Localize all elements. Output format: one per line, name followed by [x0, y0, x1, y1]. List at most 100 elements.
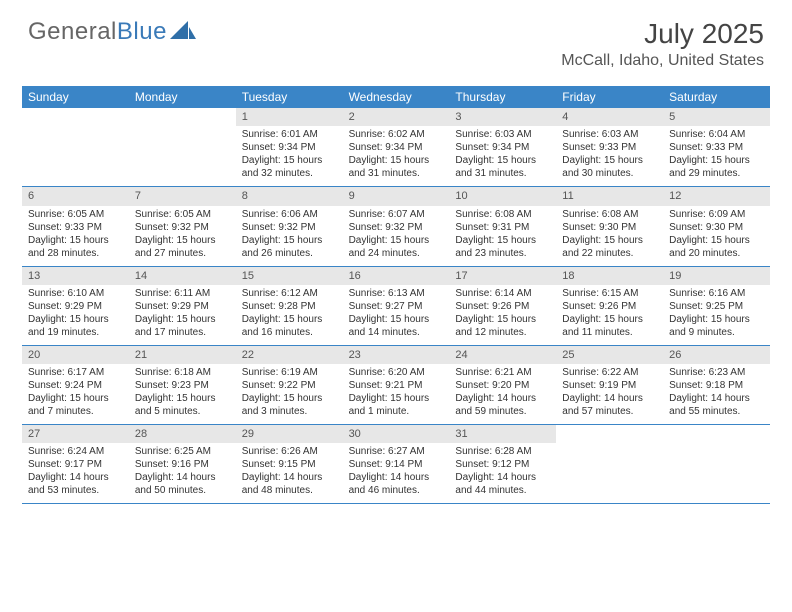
day-cell: 13 Sunrise: 6:10 AMSunset: 9:29 PMDayligh… [22, 267, 129, 345]
day-info: Sunrise: 6:28 AMSunset: 9:12 PMDaylight:… [449, 445, 556, 497]
daylight-text: Daylight: 15 hours and 22 minutes. [562, 234, 659, 260]
sunset-text: Sunset: 9:25 PM [669, 300, 766, 313]
day-cell: 25Sunrise: 6:22 AMSunset: 9:19 PMDayligh… [556, 346, 663, 424]
week-row: 20Sunrise: 6:17 AMSunset: 9:24 PMDayligh… [22, 346, 770, 425]
day-info: Sunrise: 6:24 AMSunset: 9:17 PMDaylight:… [22, 445, 129, 497]
date-number: 17 [449, 267, 556, 285]
dayname-cell: Saturday [663, 86, 770, 108]
day-info: Sunrise: 6:04 AMSunset: 9:33 PMDaylight:… [663, 128, 770, 180]
daylight-text: Daylight: 15 hours and 19 minutes. [28, 313, 125, 339]
daylight-text: Daylight: 15 hours and 32 minutes. [242, 154, 339, 180]
date-number: 19 [663, 267, 770, 285]
day-info: Sunrise: 6:06 AMSunset: 9:32 PMDaylight:… [236, 208, 343, 260]
day-cell: 27 Sunrise: 6:24 AMSunset: 9:17 PMDayligh… [22, 425, 129, 503]
brand-logo: GeneralBlue [28, 18, 196, 46]
day-info: Sunrise: 6:16 AMSunset: 9:25 PMDaylight:… [663, 287, 770, 339]
sunrise-text: Sunrise: 6:03 AM [562, 128, 659, 141]
day-info: Sunrise: 6:05 AMSunset: 9:32 PMDaylight:… [129, 208, 236, 260]
sunrise-text: Sunrise: 6:24 AM [28, 445, 125, 458]
date-number: 31 [449, 425, 556, 443]
daylight-text: Daylight: 15 hours and 16 minutes. [242, 313, 339, 339]
location-text: McCall, Idaho, United States [561, 52, 764, 70]
sunrise-text: Sunrise: 6:16 AM [669, 287, 766, 300]
day-cell: 2Sunrise: 6:02 AMSunset: 9:34 PMDaylight… [343, 108, 450, 186]
sunset-text: Sunset: 9:30 PM [562, 221, 659, 234]
sunset-text: Sunset: 9:19 PM [562, 379, 659, 392]
day-info: Sunrise: 6:25 AMSunset: 9:16 PMDaylight:… [129, 445, 236, 497]
daylight-text: Daylight: 15 hours and 24 minutes. [349, 234, 446, 260]
daylight-text: Daylight: 15 hours and 30 minutes. [562, 154, 659, 180]
dayname-cell: Monday [129, 86, 236, 108]
sunset-text: Sunset: 9:29 PM [28, 300, 125, 313]
sunset-text: Sunset: 9:30 PM [669, 221, 766, 234]
day-info: Sunrise: 6:08 AMSunset: 9:31 PMDaylight:… [449, 208, 556, 260]
sunset-text: Sunset: 9:28 PM [242, 300, 339, 313]
sunrise-text: Sunrise: 6:22 AM [562, 366, 659, 379]
day-cell: 5Sunrise: 6:04 AMSunset: 9:33 PMDaylight… [663, 108, 770, 186]
date-number: 7 [129, 187, 236, 205]
sunset-text: Sunset: 9:26 PM [562, 300, 659, 313]
day-cell: 16Sunrise: 6:13 AMSunset: 9:27 PMDayligh… [343, 267, 450, 345]
date-number: 29 [236, 425, 343, 443]
daylight-text: Daylight: 15 hours and 5 minutes. [135, 392, 232, 418]
date-number: 14 [129, 267, 236, 285]
date-number: 10 [449, 187, 556, 205]
sunrise-text: Sunrise: 6:03 AM [455, 128, 552, 141]
day-info: Sunrise: 6:01 AMSunset: 9:34 PMDaylight:… [236, 128, 343, 180]
day-info: Sunrise: 6:14 AMSunset: 9:26 PMDaylight:… [449, 287, 556, 339]
date-number: 16 [343, 267, 450, 285]
date-number: 27 [22, 425, 129, 443]
day-cell: 29Sunrise: 6:26 AMSunset: 9:15 PMDayligh… [236, 425, 343, 503]
daylight-text: Daylight: 14 hours and 57 minutes. [562, 392, 659, 418]
day-cell: 15Sunrise: 6:12 AMSunset: 9:28 PMDayligh… [236, 267, 343, 345]
sunrise-text: Sunrise: 6:08 AM [562, 208, 659, 221]
sunrise-text: Sunrise: 6:10 AM [28, 287, 125, 300]
week-row: 27Sunrise: 6:24 AMSunset: 9:17 PMDayligh… [22, 425, 770, 504]
day-info: Sunrise: 6:08 AMSunset: 9:30 PMDaylight:… [556, 208, 663, 260]
sunset-text: Sunset: 9:17 PM [28, 458, 125, 471]
sunrise-text: Sunrise: 6:21 AM [455, 366, 552, 379]
daylight-text: Daylight: 15 hours and 29 minutes. [669, 154, 766, 180]
daylight-text: Daylight: 14 hours and 44 minutes. [455, 471, 552, 497]
sunrise-text: Sunrise: 6:23 AM [669, 366, 766, 379]
sunset-text: Sunset: 9:34 PM [455, 141, 552, 154]
sunset-text: Sunset: 9:22 PM [242, 379, 339, 392]
date-number: 3 [449, 108, 556, 126]
date-number: 20 [22, 346, 129, 364]
sail-icon [170, 21, 196, 41]
brand-part1: General [28, 18, 117, 46]
sunrise-text: Sunrise: 6:05 AM [28, 208, 125, 221]
week-row: 13Sunrise: 6:10 AMSunset: 9:29 PMDayligh… [22, 267, 770, 346]
week-row: 1Sunrise: 6:01 AMSunset: 9:34 PMDaylight… [22, 108, 770, 187]
daylight-text: Daylight: 14 hours and 48 minutes. [242, 471, 339, 497]
day-info: Sunrise: 6:21 AMSunset: 9:20 PMDaylight:… [449, 366, 556, 418]
day-cell: 3Sunrise: 6:03 AMSunset: 9:34 PMDaylight… [449, 108, 556, 186]
sunrise-text: Sunrise: 6:18 AM [135, 366, 232, 379]
dayname-cell: Thursday [449, 86, 556, 108]
date-number: 15 [236, 267, 343, 285]
sunrise-text: Sunrise: 6:25 AM [135, 445, 232, 458]
sunrise-text: Sunrise: 6:17 AM [28, 366, 125, 379]
dayname-cell: Wednesday [343, 86, 450, 108]
sunset-text: Sunset: 9:33 PM [28, 221, 125, 234]
empty-cell [663, 425, 770, 503]
sunrise-text: Sunrise: 6:08 AM [455, 208, 552, 221]
day-cell: 6Sunrise: 6:05 AMSunset: 9:33 PMDaylight… [22, 187, 129, 265]
day-cell: 7 Sunrise: 6:05 AMSunset: 9:32 PMDaylight… [129, 187, 236, 265]
daylight-text: Daylight: 15 hours and 20 minutes. [669, 234, 766, 260]
empty-cell [22, 108, 129, 186]
daylight-text: Daylight: 15 hours and 3 minutes. [242, 392, 339, 418]
daylight-text: Daylight: 15 hours and 27 minutes. [135, 234, 232, 260]
day-cell: 31 Sunrise: 6:28 AMSunset: 9:12 PMDayligh… [449, 425, 556, 503]
sunrise-text: Sunrise: 6:11 AM [135, 287, 232, 300]
sunrise-text: Sunrise: 6:28 AM [455, 445, 552, 458]
day-cell: 24Sunrise: 6:21 AMSunset: 9:20 PMDayligh… [449, 346, 556, 424]
date-number: 13 [22, 267, 129, 285]
sunset-text: Sunset: 9:23 PM [135, 379, 232, 392]
day-cell: 14Sunrise: 6:11 AMSunset: 9:29 PMDayligh… [129, 267, 236, 345]
day-info: Sunrise: 6:15 AMSunset: 9:26 PMDaylight:… [556, 287, 663, 339]
sunrise-text: Sunrise: 6:01 AM [242, 128, 339, 141]
page-title: July 2025 [561, 18, 764, 50]
sunrise-text: Sunrise: 6:06 AM [242, 208, 339, 221]
day-cell: 8Sunrise: 6:06 AMSunset: 9:32 PMDaylight… [236, 187, 343, 265]
